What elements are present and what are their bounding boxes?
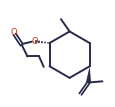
Text: O: O <box>31 37 37 46</box>
Text: O: O <box>11 28 17 37</box>
Polygon shape <box>85 66 90 83</box>
